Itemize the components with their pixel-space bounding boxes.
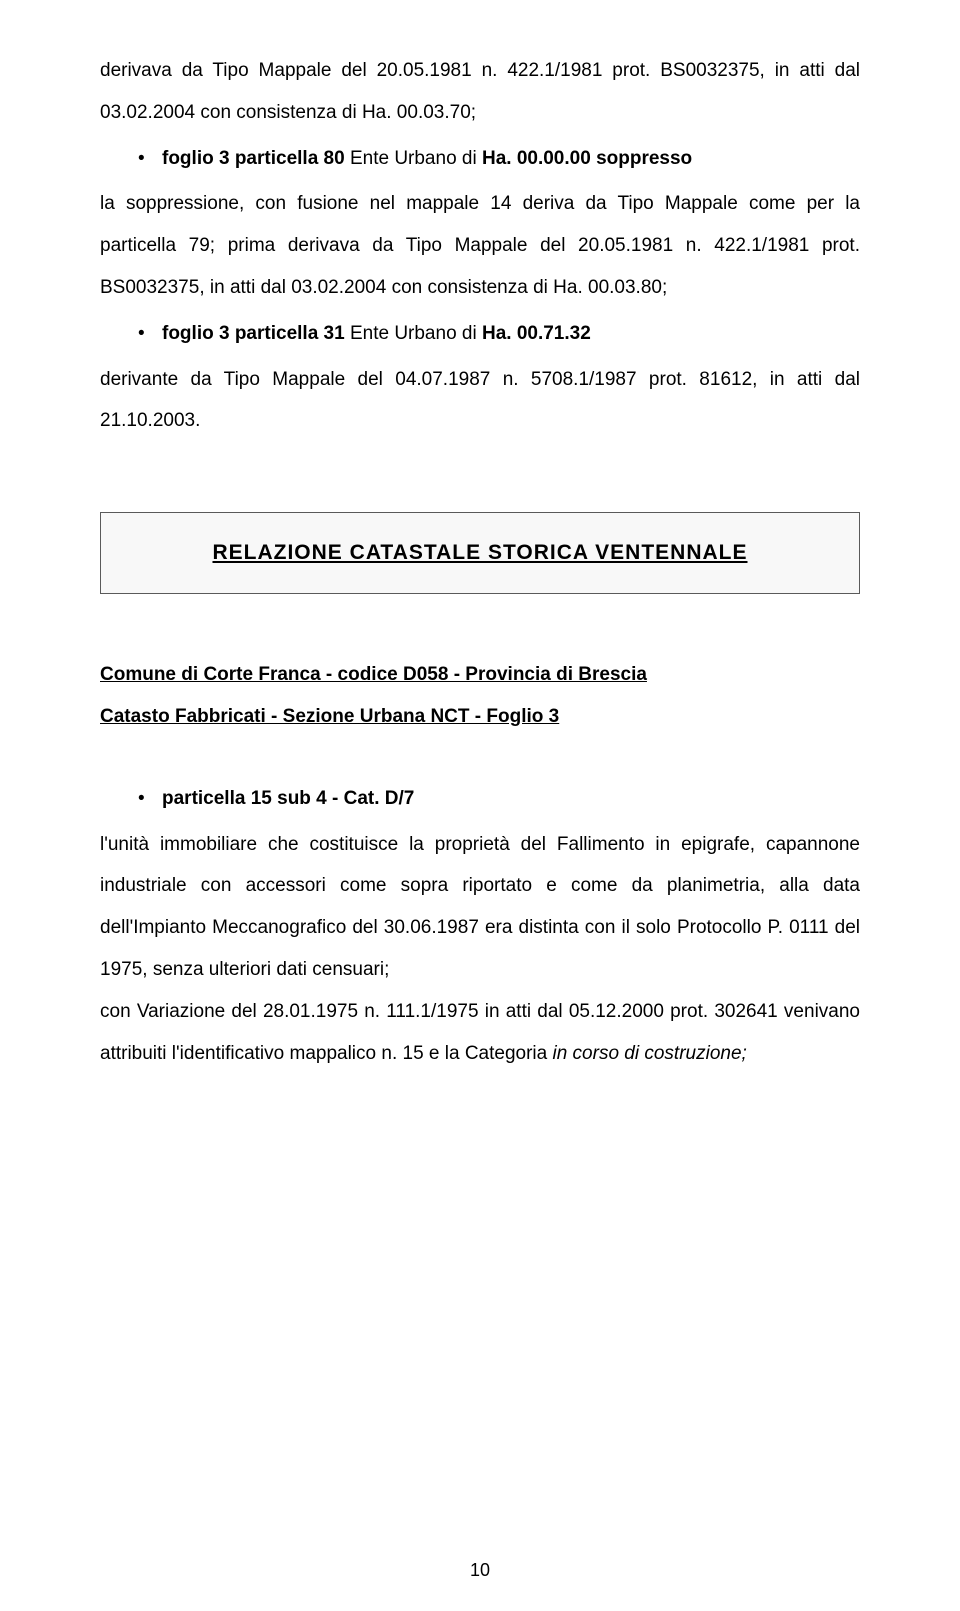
bullet-bold-text-2: Ha. 00.71.32: [482, 323, 591, 344]
paragraph-1: derivava da Tipo Mappale del 20.05.1981 …: [100, 50, 860, 134]
paragraph-4: l'unità immobiliare che costituisce la p…: [100, 824, 860, 991]
bottom-text-block: particella 15 sub 4 - Cat. D/7 l'unità i…: [100, 778, 860, 1075]
list-item: foglio 3 particella 31 Ente Urbano di Ha…: [138, 313, 860, 355]
bullet-list-3: particella 15 sub 4 - Cat. D/7: [100, 778, 860, 820]
bullet-bold-text-2: Ha. 00.00.00 soppresso: [482, 148, 692, 169]
paragraph-3: derivante da Tipo Mappale del 04.07.1987…: [100, 359, 860, 443]
bullet-text: Ente Urbano di: [345, 148, 482, 169]
bullet-list-2: foglio 3 particella 31 Ente Urbano di Ha…: [100, 313, 860, 355]
top-text-block: derivava da Tipo Mappale del 20.05.1981 …: [100, 50, 860, 442]
subtitle-line-2: Catasto Fabbricati - Sezione Urbana NCT …: [100, 696, 860, 738]
list-item: foglio 3 particella 80 Ente Urbano di Ha…: [138, 138, 860, 180]
subtitle-line-1: Comune di Corte Franca - codice D058 - P…: [100, 654, 860, 696]
paragraph-5: con Variazione del 28.01.1975 n. 111.1/1…: [100, 991, 860, 1075]
paragraph-5-italic: in corso di costruzione;: [552, 1043, 746, 1064]
paragraph-2: la soppressione, con fusione nel mappale…: [100, 183, 860, 308]
bullet-bold-text: foglio 3 particella 31: [162, 323, 345, 344]
section-title: RELAZIONE CATASTALE STORICA VENTENNALE: [212, 541, 747, 564]
bullet-bold-text: foglio 3 particella 80: [162, 148, 345, 169]
subtitle-block: Comune di Corte Franca - codice D058 - P…: [100, 654, 860, 738]
bullet-text: Ente Urbano di: [345, 323, 482, 344]
page-number: 10: [470, 1560, 490, 1581]
bullet-list-1: foglio 3 particella 80 Ente Urbano di Ha…: [100, 138, 860, 180]
list-item: particella 15 sub 4 - Cat. D/7: [138, 778, 860, 820]
section-title-box: RELAZIONE CATASTALE STORICA VENTENNALE: [100, 512, 860, 594]
bullet-bold-text: particella 15 sub 4 - Cat. D/7: [162, 788, 414, 809]
